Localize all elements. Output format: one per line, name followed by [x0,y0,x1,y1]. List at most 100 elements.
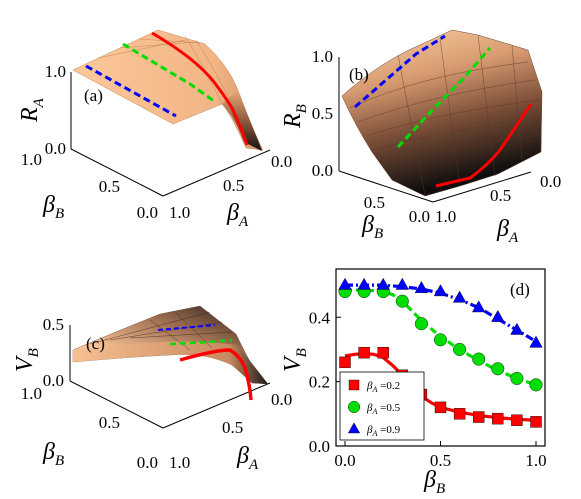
panel-a-line-red [151,31,249,146]
panel-b-x-tick-1: 0.5 [490,186,511,205]
panel-b-line-red [435,103,533,188]
series-0-point [511,414,523,426]
series-2-point [357,277,371,290]
panel-a-y-label: βB [42,192,64,222]
panel-a-z-tick-0: 1.0 [45,62,66,81]
svg-text:VB: VB [280,348,310,372]
series-1-point [434,333,448,347]
series-1-point [414,317,428,331]
legend-marker-0 [348,379,360,391]
panel-c-line-green [169,338,233,346]
panel-c-z-tick-1: 0.0 [43,371,64,390]
panel-c-y-tick-0: 1.0 [21,384,42,403]
legend-label-1: βA =0.5 [366,402,401,416]
series-0-point [339,356,351,369]
x-tick-label: 0.0 [334,451,355,470]
panel-a-x-tick-0: 1.0 [169,203,190,222]
series-2-point [472,300,486,313]
series-0-point [492,412,504,425]
panel-a-line-green [122,42,215,103]
panel-b-x-axis [432,171,532,203]
series-1-point [510,371,524,385]
panel-c-x-tick-2: 0.0 [271,390,292,409]
panel-c-z-label: VB [12,348,42,372]
panel-c-y-tick-1: 0.5 [99,413,120,432]
y-tick-label: 0.4 [309,308,331,327]
series-2-point [491,309,505,322]
panel-a-y-axis [70,148,164,197]
panel-d-markers [338,277,543,428]
panel-c-x-tick-1: 0.5 [222,418,243,437]
panel-a-y-tick-0: 1.0 [21,150,42,169]
series-0-point [377,346,389,359]
series-1-point [529,378,543,392]
panel-c-y-axis [69,380,164,429]
panel-b-x-tick-2: 0.0 [540,172,561,191]
panel-a-line-blue [85,64,177,118]
panel-d-legend-items [347,379,361,434]
series-2-point [376,277,390,290]
panel-c: 0.5 0.0 1.0 0.5 0.0 1.0 0.5 0.0 VB βB βA… [12,305,292,473]
panel-a-x-tick-2: 0.0 [271,152,292,171]
panel-d-legend: βA =0.2 βA =0.5 βA =0.9 [339,371,425,441]
panel-b-mesh [349,34,541,196]
series-0-point [473,411,485,423]
panel-c-y-tick-2: 0.0 [137,453,158,472]
panel-b-line-green [396,47,492,149]
series-2-point [414,281,429,293]
svg-text:VB: VB [12,348,42,372]
series-0-point [530,416,542,428]
panel-b-y-axis [338,170,434,203]
panel-c-y-label: βB [42,439,64,469]
panel-c-mesh [89,311,233,351]
legend-label-0: βA =0.2 [366,380,400,394]
series-1-point [453,342,467,356]
legend-label-2: βA =0.9 [366,424,401,438]
panel-c-x-axis [162,382,271,429]
panel-a: 1.0 0.0 1.0 0.5 0.0 1.0 0.5 0.0 RA βB βA… [17,29,292,230]
panel-c-line-red [179,348,253,401]
series-1-point [472,352,486,366]
panel-b-surface [341,29,543,197]
series-2-point [510,322,524,335]
panel-a-y-tick-1: 0.5 [99,177,120,196]
series-2-point [433,284,448,297]
panel-b-y-tick-1: 0.0 [409,207,430,226]
y-tick-label: 0.0 [309,437,330,456]
panel-b-z-label: RB [280,104,310,129]
panel-b-z-tick-1: 0.5 [312,104,333,123]
panel-b-z-tick-0: 1.0 [312,47,333,66]
svg-text:RB: RB [280,104,310,129]
series-0-point [434,401,447,414]
series-1-point [491,362,505,376]
panel-d-x-label: βB [423,467,445,497]
y-tick-label: 0.2 [309,373,330,392]
panel-a-z-tick-2: 0.0 [45,139,66,158]
panel-a-x-tick-1: 0.5 [223,176,244,195]
panel-b: 1.0 0.5 0.0 0.5 0.0 1.0 0.5 0.0 RB βB βA… [280,29,561,246]
panel-a-y-tick-2: 0.0 [137,203,158,222]
panel-b-label: (b) [349,65,369,84]
series-1-point [395,294,409,308]
panel-a-z-label: RA [17,97,47,123]
series-0-point [358,346,370,359]
legend-marker-1 [348,401,361,414]
panel-c-z-tick-0: 0.5 [43,315,64,334]
panel-d-label: (d) [510,280,530,299]
panel-d-y-label: VB [280,348,310,372]
x-tick-label: 0.5 [430,451,451,470]
panel-b-x-tick-0: 1.0 [435,207,456,226]
panel-b-line-blue [354,34,446,109]
series-0-point [453,408,466,420]
panel-b-y-tick-0: 0.5 [364,193,385,212]
panel-a-x-axis [162,149,271,197]
panel-a-x-label: βA [226,200,249,230]
panel-c-label: (c) [86,334,105,353]
x-tick-label: 1.0 [525,451,546,470]
panel-b-y-label: βB [361,212,383,242]
panel-c-x-tick-0: 1.0 [169,453,190,472]
series-2-point [395,277,409,290]
series-2-point [338,277,352,290]
series-2-point [452,290,467,303]
